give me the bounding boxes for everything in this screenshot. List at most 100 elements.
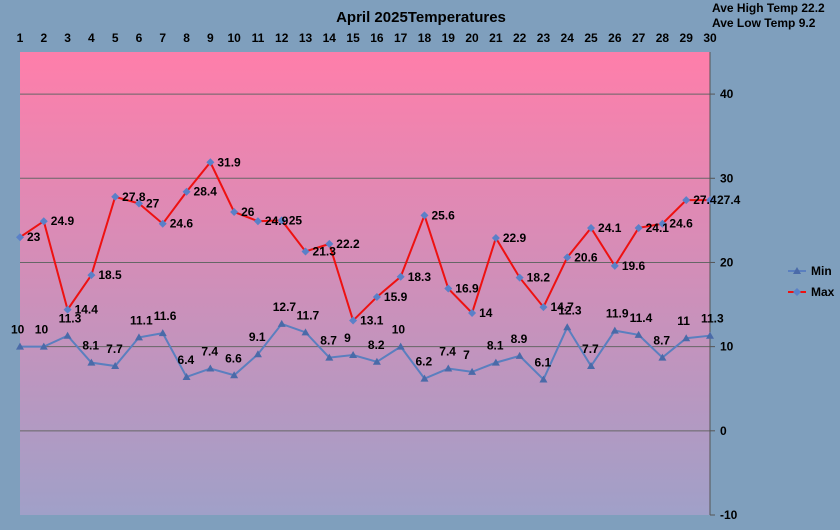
x-tick-label: 26 (608, 31, 622, 45)
min-data-label: 7 (463, 348, 470, 362)
min-data-label: 11.7 (297, 308, 320, 322)
max-data-label: 24.6 (170, 217, 194, 231)
max-point (277, 216, 286, 225)
max-point (39, 217, 48, 226)
max-data-label: 22.2 (336, 237, 360, 251)
max-data-label: 27.4 (717, 193, 741, 207)
x-tick-label: 18 (418, 31, 432, 45)
min-data-label: 11.6 (154, 309, 177, 323)
max-point (372, 292, 381, 301)
min-data-label: 7.4 (201, 345, 218, 359)
x-tick-label: 16 (370, 31, 384, 45)
max-point (63, 305, 72, 314)
x-tick-label: 20 (465, 31, 479, 45)
max-data-label: 24.9 (51, 214, 75, 228)
max-point (491, 234, 500, 243)
max-data-label: 18.5 (98, 268, 122, 282)
x-tick-label: 13 (299, 31, 313, 45)
max-point (230, 207, 239, 216)
max-data-label: 25.6 (431, 208, 455, 222)
x-tick-label: 1 (17, 31, 24, 45)
min-data-label: 10 (35, 323, 49, 337)
y-tick-label: 40 (720, 87, 734, 101)
legend-marker (793, 288, 801, 296)
max-data-label: 15.9 (384, 290, 408, 304)
min-data-label: 12.3 (558, 303, 582, 317)
min-data-label: 6.1 (534, 355, 551, 369)
max-point (539, 303, 548, 312)
x-tick-label: 5 (112, 31, 119, 45)
min-data-label: 8.2 (368, 338, 385, 352)
legend-label-max: Max (811, 285, 835, 299)
min-data-label: 11.3 (59, 312, 82, 326)
x-tick-label: 2 (40, 31, 47, 45)
series-lines (16, 158, 714, 383)
min-data-label: 9 (344, 331, 351, 345)
max-point (658, 219, 667, 228)
max-data-label: 21.3 (313, 245, 337, 259)
x-tick-label: 23 (537, 31, 551, 45)
min-point (301, 328, 310, 336)
min-point (515, 351, 524, 359)
min-data-label: 9.1 (249, 330, 266, 344)
max-point (515, 273, 524, 282)
x-tick-label: 17 (394, 31, 408, 45)
x-tick-label: 25 (584, 31, 598, 45)
max-point (610, 261, 619, 270)
min-point (587, 361, 596, 369)
max-data-label: 24.1 (598, 221, 622, 235)
max-data-label: 14.7 (550, 300, 574, 314)
max-point (134, 199, 143, 208)
max-point (468, 308, 477, 317)
x-tick-label: 8 (183, 31, 190, 45)
min-point (539, 375, 548, 383)
min-point (468, 367, 477, 375)
max-data-label: 13.1 (360, 314, 384, 328)
x-tick-label: 3 (64, 31, 71, 45)
legend-marker (793, 267, 801, 274)
max-data-label: 24.1 (646, 221, 670, 235)
min-data-label: 8.7 (320, 334, 337, 348)
x-tick-label: 4 (88, 31, 95, 45)
min-point (158, 329, 167, 337)
min-data-label: 7.7 (582, 342, 599, 356)
max-data-label: 16.9 (455, 282, 479, 296)
x-tick-label: 22 (513, 31, 527, 45)
min-point (230, 371, 239, 379)
min-point (396, 342, 405, 350)
min-data-label: 6.4 (178, 353, 195, 367)
min-point (658, 353, 667, 361)
average-info: Ave High Temp 22.2 Ave Low Temp 9.2 (712, 1, 825, 30)
min-point (39, 342, 48, 350)
max-data-label: 27.4 (693, 193, 717, 207)
max-point (444, 284, 453, 293)
x-tick-label: 30 (703, 31, 717, 45)
min-point (349, 351, 358, 359)
min-point (706, 331, 714, 339)
min-point (182, 372, 191, 380)
max-point (420, 211, 429, 220)
series-line-min (20, 322, 711, 382)
x-tick-label: 7 (159, 31, 166, 45)
max-point (634, 223, 643, 232)
max-data-label: 25 (289, 213, 303, 227)
max-data-label: 18.2 (527, 271, 551, 285)
x-tick-label: 15 (346, 31, 360, 45)
max-point (158, 219, 167, 228)
min-data-label: 6.2 (415, 355, 432, 369)
min-point (16, 342, 24, 350)
min-point (206, 364, 215, 372)
plot-area (20, 52, 710, 515)
x-tick-label: 19 (442, 31, 456, 45)
max-data-label: 20.6 (574, 250, 598, 264)
max-point (325, 239, 334, 248)
x-tick-label: 28 (656, 31, 670, 45)
max-data-label: 18.3 (408, 270, 432, 284)
max-data-label: 23 (27, 230, 41, 244)
min-data-label: 10 (392, 323, 406, 337)
x-tick-label: 24 (561, 31, 575, 45)
max-data-label: 28.4 (194, 185, 218, 199)
